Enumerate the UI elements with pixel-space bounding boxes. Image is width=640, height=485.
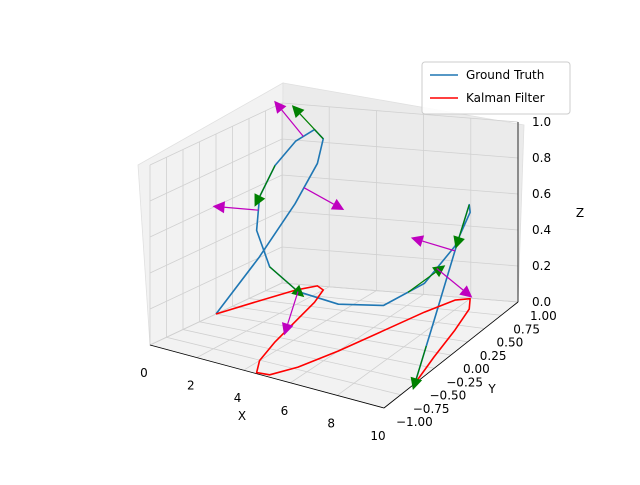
orientation-arrow-head	[291, 284, 305, 298]
z-grid-line	[149, 174, 519, 238]
y-tick-label: −0.75	[413, 402, 450, 416]
orientation-arrow-shaft	[458, 204, 470, 238]
z-grid-line	[149, 210, 519, 274]
z-tick-label: 0.2	[532, 259, 551, 273]
orientation-arrow-shaft	[415, 345, 427, 379]
orientation-arrow-shaft	[303, 187, 335, 205]
x-axis-label: X	[238, 409, 246, 423]
x-tick-label: 0	[140, 366, 148, 380]
y-tick-label: 0.00	[463, 362, 490, 376]
orientation-arrow-head	[291, 105, 305, 119]
legend-label-kalman-filter: Kalman Filter	[466, 91, 545, 105]
z-tick-label: 0.0	[532, 295, 551, 309]
z-tick-label: 1.0	[532, 115, 551, 129]
axes	[149, 122, 519, 409]
z-grid-line	[149, 138, 519, 202]
y-tick-label: −0.25	[446, 375, 483, 389]
orientation-arrow-shaft	[259, 165, 276, 197]
orientation-arrow-head	[410, 376, 423, 390]
tick-labels: 0246810−1.00−0.75−0.50−0.250.000.250.500…	[140, 115, 557, 443]
z-tick-label: 0.8	[532, 151, 551, 165]
orientation-arrow-shaft	[436, 268, 464, 291]
y-tick-label: −0.50	[430, 389, 467, 403]
legend: Ground Truth Kalman Filter	[421, 61, 571, 115]
arrow-layer	[212, 100, 473, 390]
z-tick-label: 0.6	[532, 187, 551, 201]
z-tick-label: 0.4	[532, 223, 551, 237]
x-tick-label: 6	[281, 404, 289, 418]
z-grid-line	[149, 246, 519, 310]
orientation-arrow-shaft	[299, 113, 324, 140]
y-tick-label: 0.25	[480, 349, 507, 363]
z-grid-line	[149, 282, 519, 346]
x-tick-label: 4	[234, 391, 242, 405]
y-tick-label: 1.00	[530, 309, 557, 323]
orientation-arrow-head	[432, 265, 446, 278]
orientation-arrow-shaft	[281, 109, 304, 137]
orientation-arrow-head	[453, 235, 465, 249]
orientation-arrow-head	[254, 193, 266, 207]
y-tick-label: 0.50	[497, 336, 524, 350]
series-line-kalman-filter	[215, 285, 471, 385]
y-tick-label: 0.75	[513, 322, 540, 336]
orientation-arrow-shaft	[224, 206, 259, 211]
legend-label-ground-truth: Ground Truth	[466, 68, 544, 82]
legend-box	[421, 61, 571, 115]
orientation-arrow-shaft	[422, 240, 456, 252]
orientation-arrow-head	[281, 322, 294, 336]
orientation-arrow-shaft	[287, 291, 299, 325]
z-grid-line	[149, 102, 519, 166]
y-axis-line	[383, 301, 519, 409]
z-axis-label: Z	[576, 206, 584, 220]
orientation-arrow-head	[212, 201, 226, 214]
orientation-arrow-shaft	[269, 266, 296, 290]
orientation-arrow-shaft	[407, 271, 436, 293]
pane-back	[281, 82, 525, 303]
orientation-arrow-head	[330, 198, 345, 210]
orientation-arrow-head	[410, 235, 425, 247]
x-tick-label: 2	[187, 379, 195, 393]
y-tick-label: −1.00	[396, 415, 433, 429]
x-axis-line	[149, 344, 385, 409]
y-axis-label: Y	[487, 382, 496, 396]
orientation-arrow-head	[274, 100, 287, 114]
x-tick-label: 8	[327, 416, 335, 430]
x-tick-label: 10	[370, 429, 385, 443]
orientation-arrow-head	[459, 285, 473, 298]
